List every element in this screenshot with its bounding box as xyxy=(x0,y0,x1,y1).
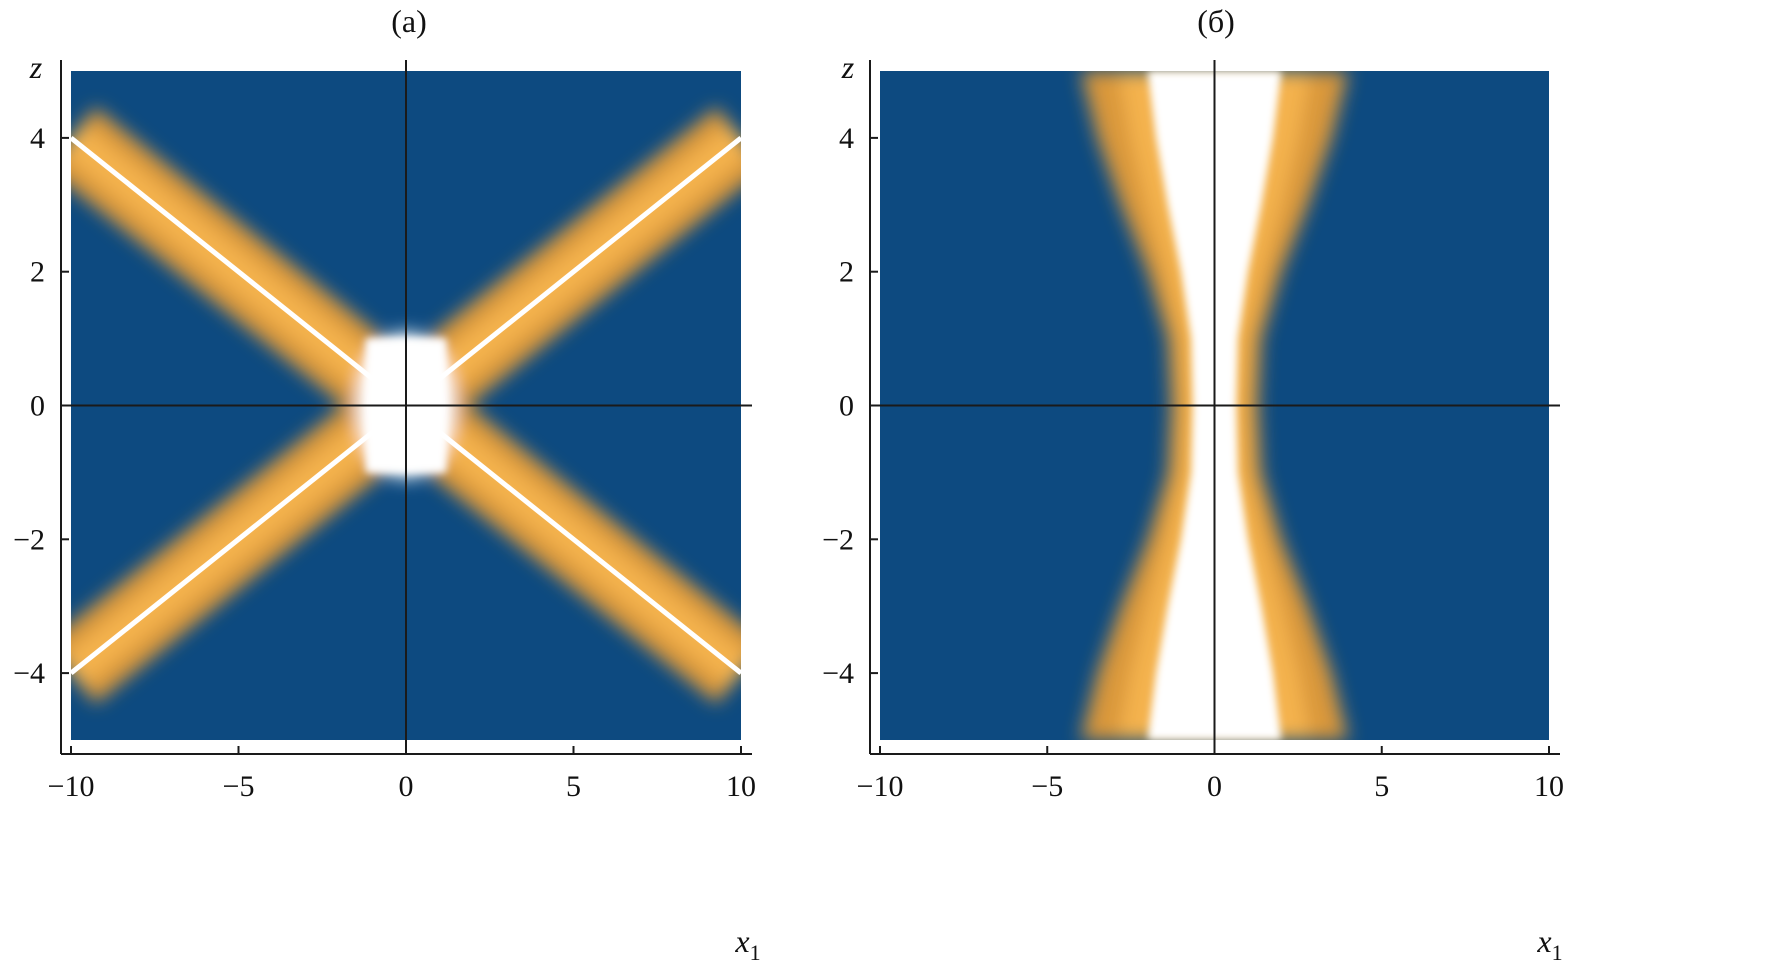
panel-a-y-tick-label: 2 xyxy=(30,256,45,289)
panel-a-x-tick-label: −10 xyxy=(48,770,95,803)
panel-b: (б) z −4 −2 0 2 4 −10 −5 0 5 10 x1 xyxy=(822,3,1564,965)
panel-b-title: (б) xyxy=(1197,3,1235,39)
panel-a-x-tick-label: 10 xyxy=(726,770,756,803)
panel-a: (a) z −4 −2 0 2 4 −10 −5 0 5 10 x1 xyxy=(13,3,761,965)
panel-b-x-axis-label-main: x xyxy=(1536,923,1551,959)
panel-b-y-tick-label: −2 xyxy=(822,523,854,556)
panel-b-x-tick-label: 5 xyxy=(1374,770,1389,803)
panel-b-x-axis-label-subscript: 1 xyxy=(1552,940,1563,965)
panel-a-x-tick-label: 5 xyxy=(566,770,581,803)
panel-b-y-tick-label: 0 xyxy=(839,390,854,423)
panel-b-x-axis-label: x1 xyxy=(1536,923,1562,965)
panel-a-y-ticks: −4 −2 0 2 4 xyxy=(13,122,69,690)
panel-b-y-tick-label: −4 xyxy=(822,657,854,690)
panel-a-y-tick-label: 0 xyxy=(30,390,45,423)
panel-a-y-tick-label: 4 xyxy=(30,122,45,155)
panel-a-x-tick-label: −5 xyxy=(223,770,255,803)
panel-b-y-tick-label: 4 xyxy=(839,122,854,155)
panel-b-y-tick-label: 2 xyxy=(839,256,854,289)
panel-b-y-ticks: −4 −2 0 2 4 xyxy=(822,122,878,690)
panel-a-x-ticks: −10 −5 0 5 10 xyxy=(48,746,756,803)
panel-a-x-axis-label-main: x xyxy=(734,923,749,959)
panel-a-y-axis-label: z xyxy=(29,49,43,85)
panel-a-y-tick-label: −4 xyxy=(13,657,45,690)
panel-b-y-axis-label: z xyxy=(841,49,855,85)
panel-a-x-axis-label-subscript: 1 xyxy=(750,940,761,965)
panel-b-x-tick-label: −10 xyxy=(857,770,904,803)
panel-a-ridge-line-2 xyxy=(71,416,391,676)
panel-a-ridge-line-3 xyxy=(421,416,741,676)
panel-b-x-tick-label: 0 xyxy=(1207,770,1222,803)
panel-a-x-tick-label: 0 xyxy=(399,770,414,803)
panel-b-x-tick-label: 10 xyxy=(1534,770,1564,803)
panel-b-x-ticks: −10 −5 0 5 10 xyxy=(857,746,1564,803)
panel-a-x-axis-label: x1 xyxy=(734,923,760,965)
panel-a-y-tick-label: −2 xyxy=(13,523,45,556)
panel-b-x-tick-label: −5 xyxy=(1031,770,1063,803)
panel-a-title: (a) xyxy=(391,3,427,39)
panel-a-ridge-line-1 xyxy=(421,135,741,395)
panel-a-ridge-line-0 xyxy=(71,135,391,395)
